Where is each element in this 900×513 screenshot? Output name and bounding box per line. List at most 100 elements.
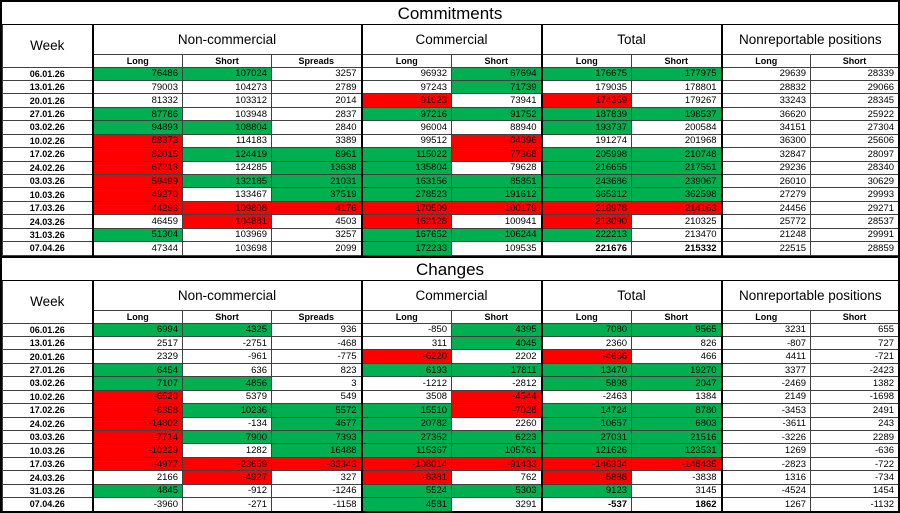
value-cell: 2202 [451,349,543,364]
value-cell: 177975 [631,66,723,81]
value-cell: -271 [182,497,272,511]
table-row: 17.02.26 82015 124419 8961 115022 77368 205998… [2,147,898,162]
value-cell: 71739 [451,79,543,95]
value-cell: -1132 [810,497,898,511]
value-cell: 6454 [91,362,183,378]
value-cell: 1382 [810,376,898,391]
table-row: 10.02.26 -6520 5379 549 3508 -4544 -2463 1384 21… [2,389,898,405]
value-cell: 162128 [360,214,453,229]
value-cell: -636 [810,443,898,458]
value-cell: 27352 [360,429,453,445]
value-cell: 67694 [451,66,543,81]
group-commercial: Commercial [360,25,543,55]
value-cell: 221676 [540,241,633,256]
value-cell: 2014 [270,93,363,108]
value-cell: 28859 [810,241,898,256]
value-cell: 103312 [182,93,272,108]
value-cell: 77368 [451,147,543,162]
value-cell: 123531 [631,443,723,458]
value-cell: 37519 [270,187,363,202]
commitments-rows: 06.01.26 76486 107024 3257 96932 67694 176675 1… [2,66,898,256]
value-cell: 3 [270,376,363,391]
value-cell: 1316 [720,470,812,485]
week-cell: 31.03.26 [2,483,93,499]
week-cell: 17.03.26 [2,456,93,472]
value-cell: 76486 [91,66,183,81]
col-nr-long: Long [720,309,812,324]
value-cell: 178801 [631,79,723,95]
value-cell: 10657 [540,416,633,432]
col-nr-short: Short [810,53,898,68]
value-cell: 82015 [91,147,183,162]
value-cell: 1384 [631,389,723,405]
value-cell: 94893 [91,120,183,135]
value-cell: -7714 [91,429,183,445]
table-row: 10.03.26 -10229 1282 16488 115367 105761 12162… [2,443,898,458]
value-cell: 100179 [451,200,543,216]
value-cell: 124419 [182,147,272,162]
value-cell: 20782 [360,416,453,432]
value-cell: 2099 [270,241,363,256]
col-nc-short: Short [182,53,272,68]
table-row: 06.01.26 6994 4325 936 -850 4395 7080 9565 3231 6… [2,322,898,337]
value-cell: 3291 [451,497,543,511]
value-cell: 5379 [182,389,272,405]
value-cell: 2166 [91,470,183,485]
value-cell: 179267 [631,93,723,108]
value-cell: -6520 [91,389,183,405]
table-row: 27.01.26 6454 636 823 6193 17811 13470 19270 337… [2,362,898,378]
week-cell: 10.02.26 [2,133,93,149]
value-cell: -3226 [720,429,812,445]
value-cell: 2837 [270,106,363,122]
value-cell: -807 [720,335,812,351]
group-total: Total [540,281,723,311]
value-cell: 2840 [270,120,363,135]
value-cell: 96932 [360,66,453,81]
value-cell: 727 [810,335,898,351]
table-row: 24.03.26 46459 104881 4503 162128 100941 21309… [2,214,898,229]
week-cell: 24.02.26 [2,160,93,176]
value-cell: 34151 [720,120,812,135]
table-row: 24.02.26 -14802 -134 4677 20782 2260 10657 6803… [2,416,898,432]
col-nr-short: Short [810,309,898,324]
commitments-table: Week Non-commercial Commercial Total Non… [2,25,898,256]
value-cell: -2469 [720,376,812,391]
col-nc-long: Long [91,53,183,68]
group-nonreportable: Nonreportable positions [720,281,898,311]
value-cell: 96004 [360,120,453,135]
value-cell: 15510 [360,403,453,418]
commitments-title: Commitments [2,2,898,25]
value-cell: 29639 [720,66,812,81]
table-row: 24.03.26 2166 -4927 327 -8381 762 -5888 -3838 13… [2,470,898,485]
value-cell: 163156 [360,173,453,189]
value-cell: -850 [360,322,453,337]
value-cell: -3838 [631,470,723,485]
value-cell: 170509 [360,200,453,216]
value-cell: 4395 [451,322,543,337]
value-cell: 109808 [182,200,272,216]
value-cell: 28832 [720,79,812,95]
value-cell: 3508 [360,389,453,405]
value-cell: 28537 [810,214,898,229]
value-cell: -7028 [451,403,543,418]
value-cell: 239067 [631,173,723,189]
value-cell: 172233 [360,241,453,256]
value-cell: 4045 [451,335,543,351]
value-cell: 636 [182,362,272,378]
value-cell: 87786 [91,106,183,122]
value-cell: 327 [270,470,363,485]
value-cell: 103948 [182,106,272,122]
value-cell: 7900 [182,429,272,445]
value-cell: 6803 [631,416,723,432]
table-row: 31.03.26 51304 103969 3257 167652 106244 22221… [2,227,898,243]
value-cell: -3611 [720,416,812,432]
value-cell: 187839 [540,106,633,122]
value-cell: 9123 [540,483,633,499]
week-cell: 27.01.26 [2,106,93,122]
week-cell: 20.01.26 [2,93,93,108]
value-cell: -6358 [91,403,183,418]
value-cell: 762 [451,470,543,485]
value-cell: 28345 [810,93,898,108]
value-cell: 216655 [540,160,633,176]
